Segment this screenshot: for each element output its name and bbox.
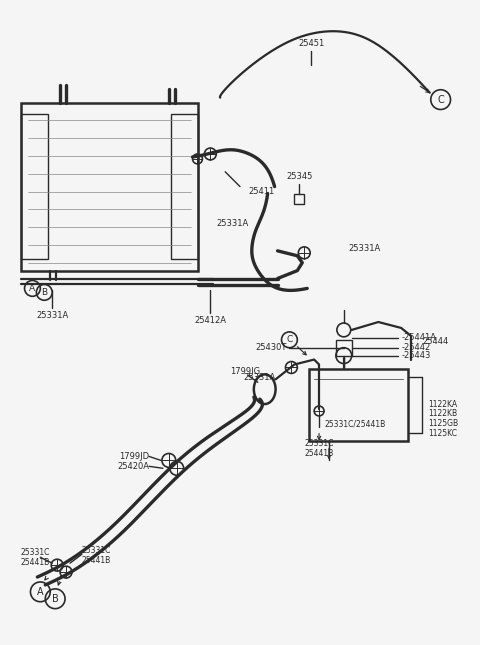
Text: 25331C: 25331C (304, 439, 334, 448)
Text: 1122KB: 1122KB (428, 410, 457, 419)
Text: -25441A: -25441A (401, 333, 436, 342)
Text: 25345: 25345 (286, 172, 312, 181)
Text: A: A (29, 284, 36, 293)
Text: 25331C: 25331C (21, 548, 50, 557)
Text: 25451: 25451 (298, 39, 324, 48)
Text: -25442: -25442 (401, 343, 431, 352)
Text: 1799JG: 1799JG (230, 367, 260, 376)
Text: C: C (286, 335, 292, 344)
Text: 25331A: 25331A (36, 311, 68, 319)
Text: 1799JD: 1799JD (119, 452, 149, 461)
Text: 25411: 25411 (248, 187, 274, 196)
Text: 1125KC: 1125KC (428, 429, 457, 438)
Text: 25331A: 25331A (216, 219, 248, 228)
Text: 25441B: 25441B (21, 558, 50, 567)
Text: 25412A: 25412A (194, 315, 227, 324)
Text: 1125GB: 1125GB (428, 419, 458, 428)
Text: 1122KA: 1122KA (428, 399, 457, 408)
Text: 25420A: 25420A (117, 462, 149, 471)
Text: 25331A: 25331A (244, 373, 276, 382)
Text: 25441B: 25441B (304, 449, 334, 458)
Text: A: A (37, 587, 44, 597)
Text: B: B (41, 288, 48, 297)
Text: C: C (437, 95, 444, 104)
Text: 25430T: 25430T (255, 343, 287, 352)
Text: 25331A: 25331A (349, 244, 381, 253)
Text: B: B (52, 594, 59, 604)
Text: 25444: 25444 (423, 337, 449, 346)
Text: -25443: -25443 (401, 351, 431, 360)
Text: 25331C: 25331C (82, 546, 111, 555)
Text: 25441B: 25441B (82, 556, 111, 565)
Text: 25331C/25441B: 25331C/25441B (324, 419, 385, 428)
